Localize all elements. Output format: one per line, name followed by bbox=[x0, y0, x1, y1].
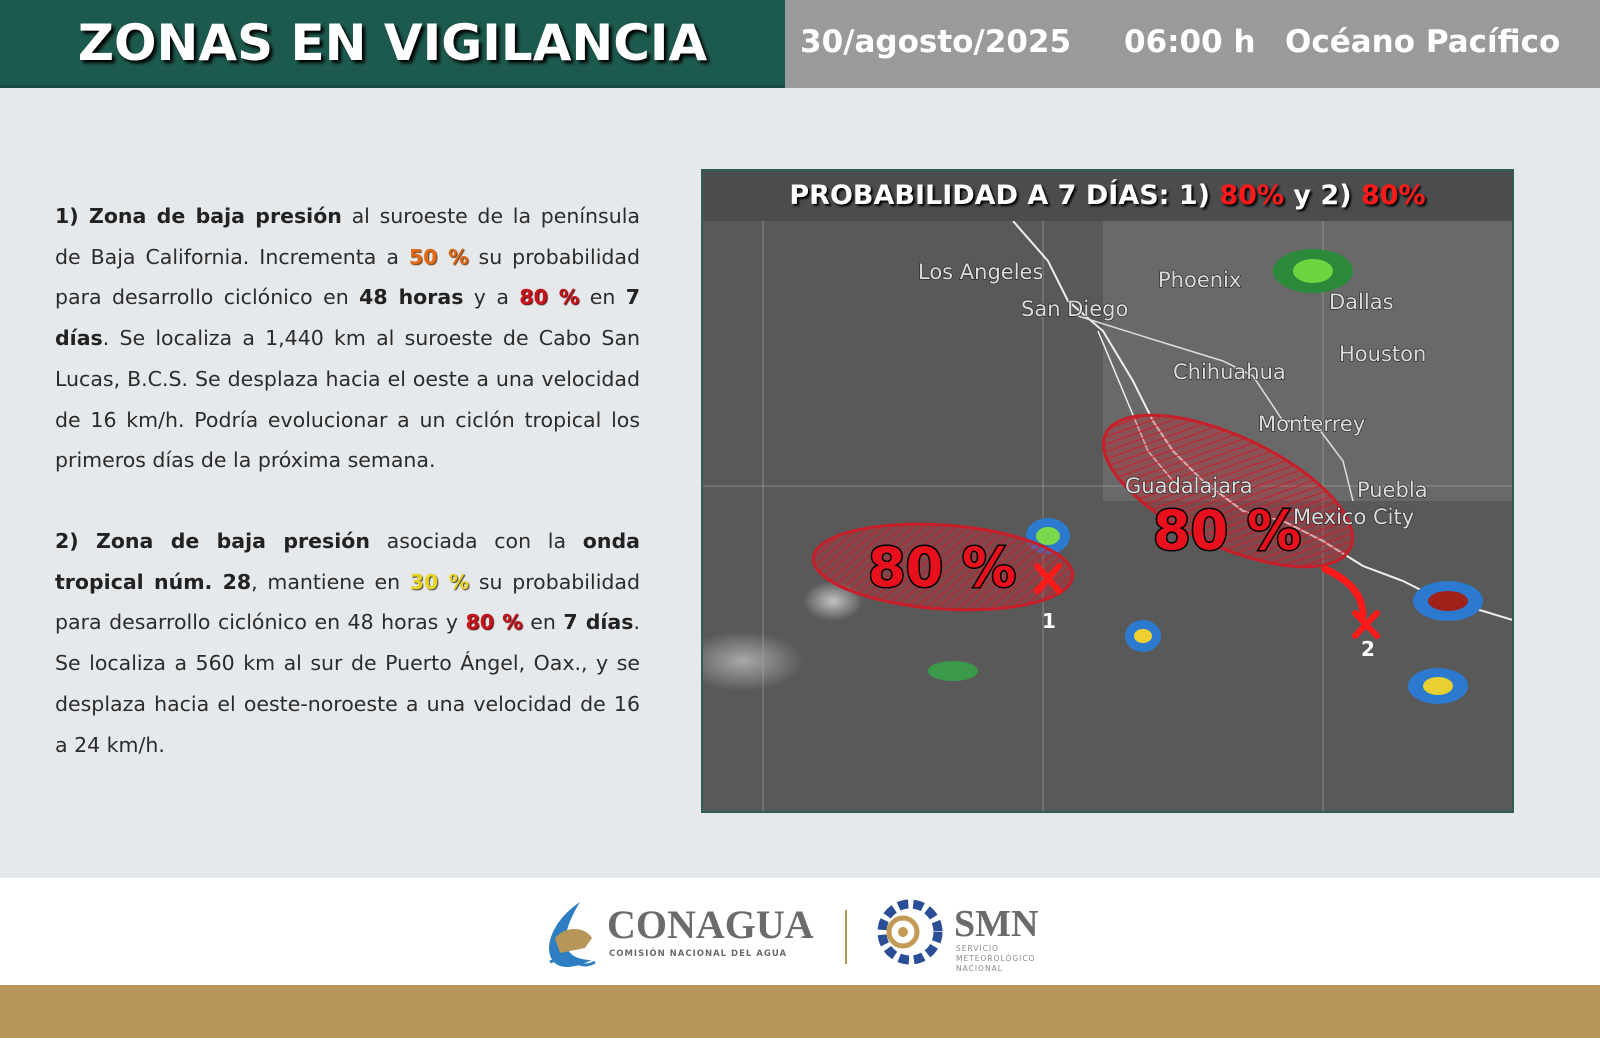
footer-logos: CONAGUA COMISIÓN NACIONAL DEL AGUA SMN S… bbox=[549, 899, 1038, 973]
city-label: Monterrey bbox=[1258, 412, 1365, 436]
highlighted-text: 48 horas bbox=[359, 285, 464, 310]
city-labels: Los Angeles San Diego Phoenix Dallas Hou… bbox=[917, 259, 1428, 529]
highlighted-text: 80 % bbox=[465, 610, 523, 635]
conagua-wordmark: CONAGUA bbox=[607, 902, 814, 947]
bulletin-time: 06:00 h bbox=[1124, 24, 1256, 60]
text-segment: . Se localiza a 560 km al sur de Puerto … bbox=[55, 610, 641, 757]
text-segment: su probabilidad para desarrollo ciclónic… bbox=[55, 569, 640, 635]
smn-subtitle: NACIONAL bbox=[956, 964, 1003, 973]
city-label: Puebla bbox=[1357, 478, 1428, 502]
city-label: Dallas bbox=[1329, 290, 1394, 314]
smn-logo-icon bbox=[877, 899, 943, 965]
smn-subtitle: METEOROLÓGICO bbox=[956, 954, 1036, 963]
smn-wordmark: SMN bbox=[954, 903, 1038, 945]
highlighted-text: 80 % bbox=[519, 285, 580, 310]
footer-bar bbox=[0, 985, 1600, 1038]
highlighted-text: 7 días bbox=[55, 285, 640, 351]
city-label: Guadalajara bbox=[1125, 474, 1253, 498]
city-label: San Diego bbox=[1021, 297, 1128, 321]
highlighted-text: 7 días bbox=[563, 610, 634, 635]
zone-1-description: 1) Zona de baja presión al suroeste de l… bbox=[55, 196, 640, 481]
smn-subtitle: SERVICIO bbox=[956, 944, 999, 953]
text-segment: al suroeste de la península de Baja Cali… bbox=[55, 204, 640, 269]
text-segment: . Se localiza a 1,440 km al suroeste de … bbox=[55, 326, 640, 473]
header-info-bar: 30/agosto/2025 06:00 h Océano Pacífico bbox=[785, 0, 1600, 88]
map-image: Los Angeles San Diego Phoenix Dallas Hou… bbox=[703, 221, 1512, 811]
page-title: ZONAS EN VIGILANCIA bbox=[77, 14, 708, 72]
header-title-bar: ZONAS EN VIGILANCIA bbox=[0, 0, 785, 88]
conagua-subtitle: COMISIÓN NACIONAL DEL AGUA bbox=[609, 947, 787, 959]
text-segment: en bbox=[579, 285, 626, 310]
zone-2-area bbox=[1101, 413, 1355, 569]
text-segment: su probabilidad para desarrollo ciclónic… bbox=[55, 244, 640, 310]
map-title-prob-1: 80% bbox=[1219, 180, 1285, 211]
highlighted-text: 2) Zona de baja presión bbox=[55, 529, 370, 553]
city-label: Mexico City bbox=[1293, 505, 1414, 529]
zone-2-description: 2) Zona de baja presión asociada con la … bbox=[55, 521, 640, 765]
zone-1-probability: 80 % bbox=[868, 536, 1016, 599]
map-title-mid: y 2) bbox=[1284, 180, 1361, 211]
text-segment: , mantiene en bbox=[251, 569, 410, 594]
highlighted-text: 30 % bbox=[409, 569, 470, 594]
text-segment: en bbox=[522, 610, 564, 635]
highlighted-text: 1) Zona de baja presión bbox=[55, 204, 342, 228]
bulletin-date: 30/agosto/2025 bbox=[800, 24, 1072, 60]
zone-2-track bbox=[1321, 565, 1367, 620]
city-label: Houston bbox=[1339, 342, 1426, 366]
map-title: PROBABILIDAD A 7 DÍAS: 1) 80% y 2) 80% bbox=[703, 171, 1512, 221]
city-label: Phoenix bbox=[1158, 268, 1241, 292]
bulletin-region: Océano Pacífico bbox=[1285, 24, 1561, 60]
zone-2-x-icon bbox=[1352, 610, 1380, 639]
footer: CONAGUA COMISIÓN NACIONAL DEL AGUA SMN S… bbox=[0, 878, 1600, 985]
text-segment: y a bbox=[463, 285, 520, 310]
conagua-logo-icon bbox=[549, 902, 596, 967]
city-label: Los Angeles bbox=[918, 260, 1043, 284]
highlighted-text: 50 % bbox=[408, 244, 469, 269]
city-label: Chihuahua bbox=[1173, 360, 1286, 384]
zone-1-x-icon bbox=[1034, 563, 1062, 594]
zone-2-label: 2 bbox=[1361, 637, 1375, 661]
zone-1-area bbox=[811, 522, 1075, 612]
map-title-prefix: PROBABILIDAD A 7 DÍAS: 1) bbox=[789, 180, 1220, 211]
zone-2-probability: 80 % bbox=[1153, 499, 1301, 562]
satellite-map: PROBABILIDAD A 7 DÍAS: 1) 80% y 2) 80% L… bbox=[701, 169, 1514, 813]
text-segment: asociada con la bbox=[369, 529, 583, 553]
highlighted-text: onda tropical núm. 28 bbox=[55, 529, 640, 594]
zone-1-label: 1 bbox=[1042, 609, 1056, 633]
map-title-prob-2: 80% bbox=[1360, 180, 1426, 211]
